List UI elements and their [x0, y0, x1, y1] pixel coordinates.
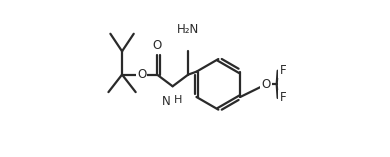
Text: F: F — [280, 64, 286, 77]
Text: H: H — [174, 95, 182, 105]
Text: N: N — [162, 95, 171, 108]
Text: H₂N: H₂N — [177, 23, 199, 36]
Text: F: F — [280, 91, 286, 104]
Text: O: O — [137, 68, 146, 81]
Text: O: O — [152, 39, 162, 52]
Text: O: O — [261, 78, 271, 91]
